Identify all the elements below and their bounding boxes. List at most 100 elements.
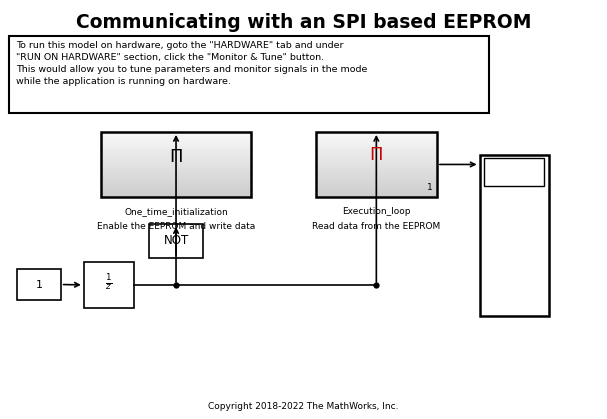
Text: To run this model on hardware, goto the "HARDWARE" tab and under
"RUN ON HARDWAR: To run this model on hardware, goto the … — [16, 41, 368, 86]
Bar — [101, 178, 251, 181]
Bar — [316, 176, 437, 178]
Bar — [149, 224, 203, 258]
Bar — [101, 138, 251, 140]
Text: Π: Π — [169, 147, 183, 166]
Bar — [316, 182, 437, 184]
Text: Enable the EEPROM and write data: Enable the EEPROM and write data — [97, 222, 255, 231]
Bar — [101, 187, 251, 189]
Bar — [101, 154, 251, 156]
Bar — [316, 138, 437, 140]
Bar — [316, 191, 437, 194]
Bar — [101, 132, 251, 197]
Text: 1: 1 — [35, 279, 42, 290]
Bar — [316, 171, 437, 173]
Bar — [316, 159, 437, 161]
Bar — [316, 143, 437, 145]
Bar — [101, 143, 251, 145]
Text: Read data from the EEPROM: Read data from the EEPROM — [312, 222, 441, 231]
Text: $\frac{1}{z}$: $\frac{1}{z}$ — [105, 273, 112, 293]
Bar — [316, 163, 437, 164]
Bar — [101, 182, 251, 184]
Bar — [316, 158, 437, 160]
Bar — [101, 193, 251, 195]
Bar — [316, 193, 437, 195]
Bar — [101, 153, 251, 155]
Bar — [101, 166, 251, 168]
Bar — [101, 151, 251, 153]
Bar — [101, 185, 251, 187]
Bar — [101, 191, 251, 194]
Bar — [484, 158, 544, 186]
Bar — [101, 174, 251, 176]
Bar — [316, 145, 437, 147]
Bar — [101, 169, 251, 171]
Bar — [316, 184, 437, 186]
Bar — [316, 174, 437, 176]
Bar — [316, 178, 437, 181]
Text: 1: 1 — [427, 183, 433, 192]
Bar — [316, 148, 437, 150]
Bar — [101, 171, 251, 173]
Bar — [316, 172, 437, 174]
Bar — [316, 180, 437, 182]
Text: Copyright 2018-2022 The MathWorks, Inc.: Copyright 2018-2022 The MathWorks, Inc. — [208, 402, 399, 411]
Bar — [101, 184, 251, 186]
Bar — [101, 163, 251, 164]
Bar — [101, 148, 251, 150]
Bar — [101, 159, 251, 161]
Bar — [316, 187, 437, 189]
Bar — [316, 169, 437, 171]
Bar — [480, 155, 549, 316]
Text: Execution_loop: Execution_loop — [342, 207, 410, 216]
Bar — [316, 164, 437, 166]
Bar — [101, 167, 251, 169]
Bar — [101, 133, 251, 135]
Bar — [316, 132, 437, 134]
Bar — [316, 154, 437, 156]
Bar — [9, 36, 489, 113]
Bar — [316, 137, 437, 138]
Bar — [101, 190, 251, 192]
Bar — [101, 164, 251, 166]
Bar — [101, 189, 251, 190]
Bar — [101, 140, 251, 142]
Bar — [101, 146, 251, 148]
Bar — [316, 195, 437, 197]
Text: Π: Π — [370, 146, 383, 164]
Bar — [316, 156, 437, 158]
Text: One_time_initialization: One_time_initialization — [124, 207, 228, 216]
Bar — [101, 150, 251, 151]
Bar — [316, 167, 437, 169]
Text: Communicating with an SPI based EEPROM
using Beaglebone Blue Hardware: Communicating with an SPI based EEPROM u… — [76, 13, 531, 56]
Bar — [17, 269, 61, 300]
Bar — [101, 176, 251, 178]
Bar — [316, 140, 437, 142]
Bar — [316, 150, 437, 151]
Bar — [316, 190, 437, 192]
Bar — [316, 141, 437, 143]
Bar — [84, 262, 134, 308]
Bar — [101, 177, 251, 179]
Bar — [316, 189, 437, 190]
Bar — [101, 145, 251, 147]
Bar — [316, 151, 437, 153]
Bar — [101, 132, 251, 134]
Bar — [316, 135, 437, 137]
Bar — [101, 135, 251, 137]
Bar — [316, 161, 437, 163]
Bar — [316, 185, 437, 187]
Bar — [101, 161, 251, 163]
Bar — [101, 141, 251, 143]
Bar — [101, 158, 251, 160]
Bar — [101, 172, 251, 174]
Bar — [316, 166, 437, 168]
Bar — [101, 156, 251, 158]
Text: NOT: NOT — [163, 234, 189, 248]
Bar — [316, 132, 437, 197]
Bar — [316, 133, 437, 135]
Bar — [101, 180, 251, 182]
Bar — [316, 146, 437, 148]
Bar — [101, 195, 251, 197]
Bar — [316, 177, 437, 179]
Bar — [101, 137, 251, 138]
